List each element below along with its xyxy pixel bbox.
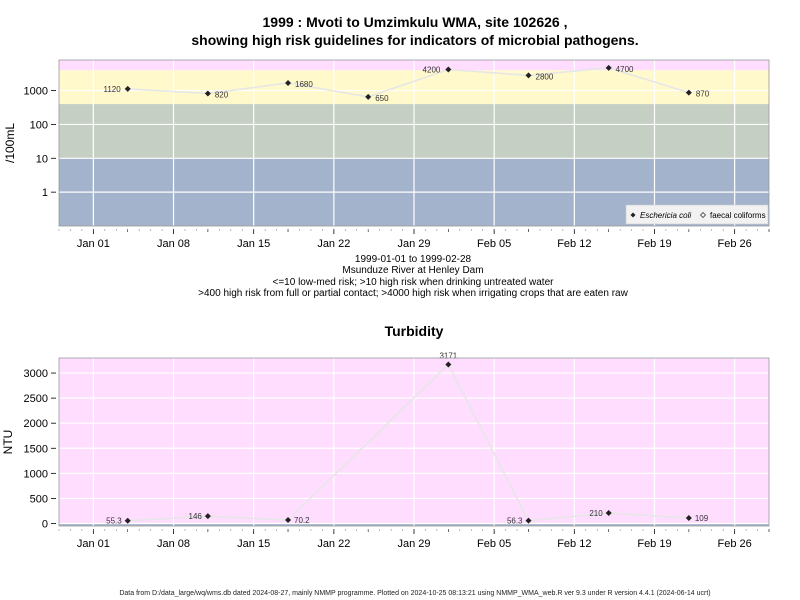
x-tick-label: Jan 29 xyxy=(397,238,430,250)
data-point xyxy=(525,72,532,79)
data-point xyxy=(365,93,372,100)
data-point xyxy=(285,79,292,86)
data-point xyxy=(525,517,532,524)
data-label: 4200 xyxy=(423,65,441,74)
data-point xyxy=(204,90,211,97)
data-label: 1680 xyxy=(295,80,313,89)
x-tick-label: Jan 29 xyxy=(397,538,430,550)
data-label: 55.3 xyxy=(106,517,122,526)
x-tick-label: Feb 05 xyxy=(477,538,511,550)
data-label: 4700 xyxy=(616,65,634,74)
y-tick-label: 100 xyxy=(30,119,48,131)
bottom-chart-title: Turbidity xyxy=(385,323,444,339)
top-axes: Jan 01 Jan 08 Jan 15 Jan 22 Jan 29 Feb 05 Feb … xyxy=(24,86,770,250)
legend: Eschericia coli faecal coliforms xyxy=(625,204,769,225)
y-tick-label: 1000 xyxy=(24,468,48,480)
data-label: 870 xyxy=(696,90,710,99)
x-tick-label: Jan 08 xyxy=(157,238,190,250)
legend-marker-faecal-icon xyxy=(700,212,706,218)
data-label: 1120 xyxy=(104,85,122,94)
legend-box xyxy=(625,204,769,225)
data-label: 650 xyxy=(375,94,389,103)
data-label: 56.3 xyxy=(507,517,523,526)
data-point xyxy=(605,64,612,71)
data-point xyxy=(124,517,131,524)
y-tick-label: 2500 xyxy=(24,393,48,405)
note-drinking-risk: <=10 low-med risk; >10 high risk when dr… xyxy=(273,277,555,288)
top-grid xyxy=(59,60,769,226)
data-label: 70.2 xyxy=(294,516,310,525)
x-tick-label: Jan 01 xyxy=(77,238,110,250)
x-tick-label: Feb 19 xyxy=(637,538,671,550)
data-point xyxy=(445,361,452,368)
x-tick-label: Feb 12 xyxy=(557,238,591,250)
x-tick-label: Feb 26 xyxy=(718,238,752,250)
top-chart-title-line2: showing high risk guidelines for indicat… xyxy=(191,32,638,48)
top-chart-title-line1: 1999 : Mvoti to Umzimkulu WMA, site 1026… xyxy=(263,14,568,30)
x-tick-label: Jan 22 xyxy=(317,538,350,550)
data-label: 2800 xyxy=(536,72,554,81)
x-tick-label: Feb 26 xyxy=(718,538,752,550)
legend-label-ecoli: Eschericia coli xyxy=(640,211,691,220)
bottom-grid xyxy=(59,358,769,526)
data-point xyxy=(685,515,692,522)
y-tick-label: 1 xyxy=(42,187,48,199)
data-label: 3171 xyxy=(439,351,457,360)
x-tick-label: Feb 05 xyxy=(477,238,511,250)
bottom-series: 55.3 146 70.2 3171 56.3 210 109 xyxy=(106,351,709,525)
data-point xyxy=(124,85,131,92)
legend-label-faecal: faecal coliforms xyxy=(710,211,766,220)
legend-marker-ecoli-icon xyxy=(630,212,636,218)
y-tick-label: 1000 xyxy=(24,86,48,98)
data-point xyxy=(285,516,292,523)
data-label: 210 xyxy=(589,509,603,518)
x-tick-label: Jan 22 xyxy=(317,238,350,250)
y-tick-label: 1500 xyxy=(24,443,48,455)
series-line xyxy=(127,66,690,98)
note-date-range: 1999-01-01 to 1999-02-28 xyxy=(355,254,472,265)
footer-source-note: Data from D:/data_large/wq/wms.db dated … xyxy=(119,590,710,597)
data-label: 820 xyxy=(215,90,229,99)
data-point xyxy=(204,513,211,520)
bottom-axes: Jan 01 Jan 08 Jan 15 Jan 22 Jan 29 Feb 05 Feb … xyxy=(24,368,770,550)
x-tick-label: Jan 15 xyxy=(237,238,270,250)
note-site-name: Msunduze River at Henley Dam xyxy=(342,265,483,276)
y-tick-label: 2000 xyxy=(24,418,48,430)
data-point xyxy=(685,89,692,96)
y-tick-label: 3000 xyxy=(24,368,48,380)
data-label: 109 xyxy=(695,514,709,523)
y-tick-label: 0 xyxy=(42,518,48,530)
x-tick-label: Jan 08 xyxy=(157,538,190,550)
data-point xyxy=(605,509,612,516)
x-tick-label: Jan 01 xyxy=(77,538,110,550)
y-tick-label: 500 xyxy=(30,493,48,505)
x-tick-label: Jan 15 xyxy=(237,538,270,550)
x-tick-label: Feb 19 xyxy=(637,238,671,250)
top-y-axis-label: /100mL xyxy=(3,123,17,163)
data-label: 146 xyxy=(189,512,203,521)
x-tick-label: Feb 12 xyxy=(557,538,591,550)
y-tick-label: 10 xyxy=(36,153,48,165)
data-point xyxy=(445,66,452,73)
bottom-plot-frame xyxy=(58,357,770,527)
note-contact-risk: >400 high risk from full or partial cont… xyxy=(198,288,628,299)
top-plot-frame xyxy=(58,59,770,227)
top-series: 1120 820 1680 650 4200 2800 4700 870 xyxy=(104,64,710,103)
bottom-y-axis-label: NTU xyxy=(1,430,15,455)
